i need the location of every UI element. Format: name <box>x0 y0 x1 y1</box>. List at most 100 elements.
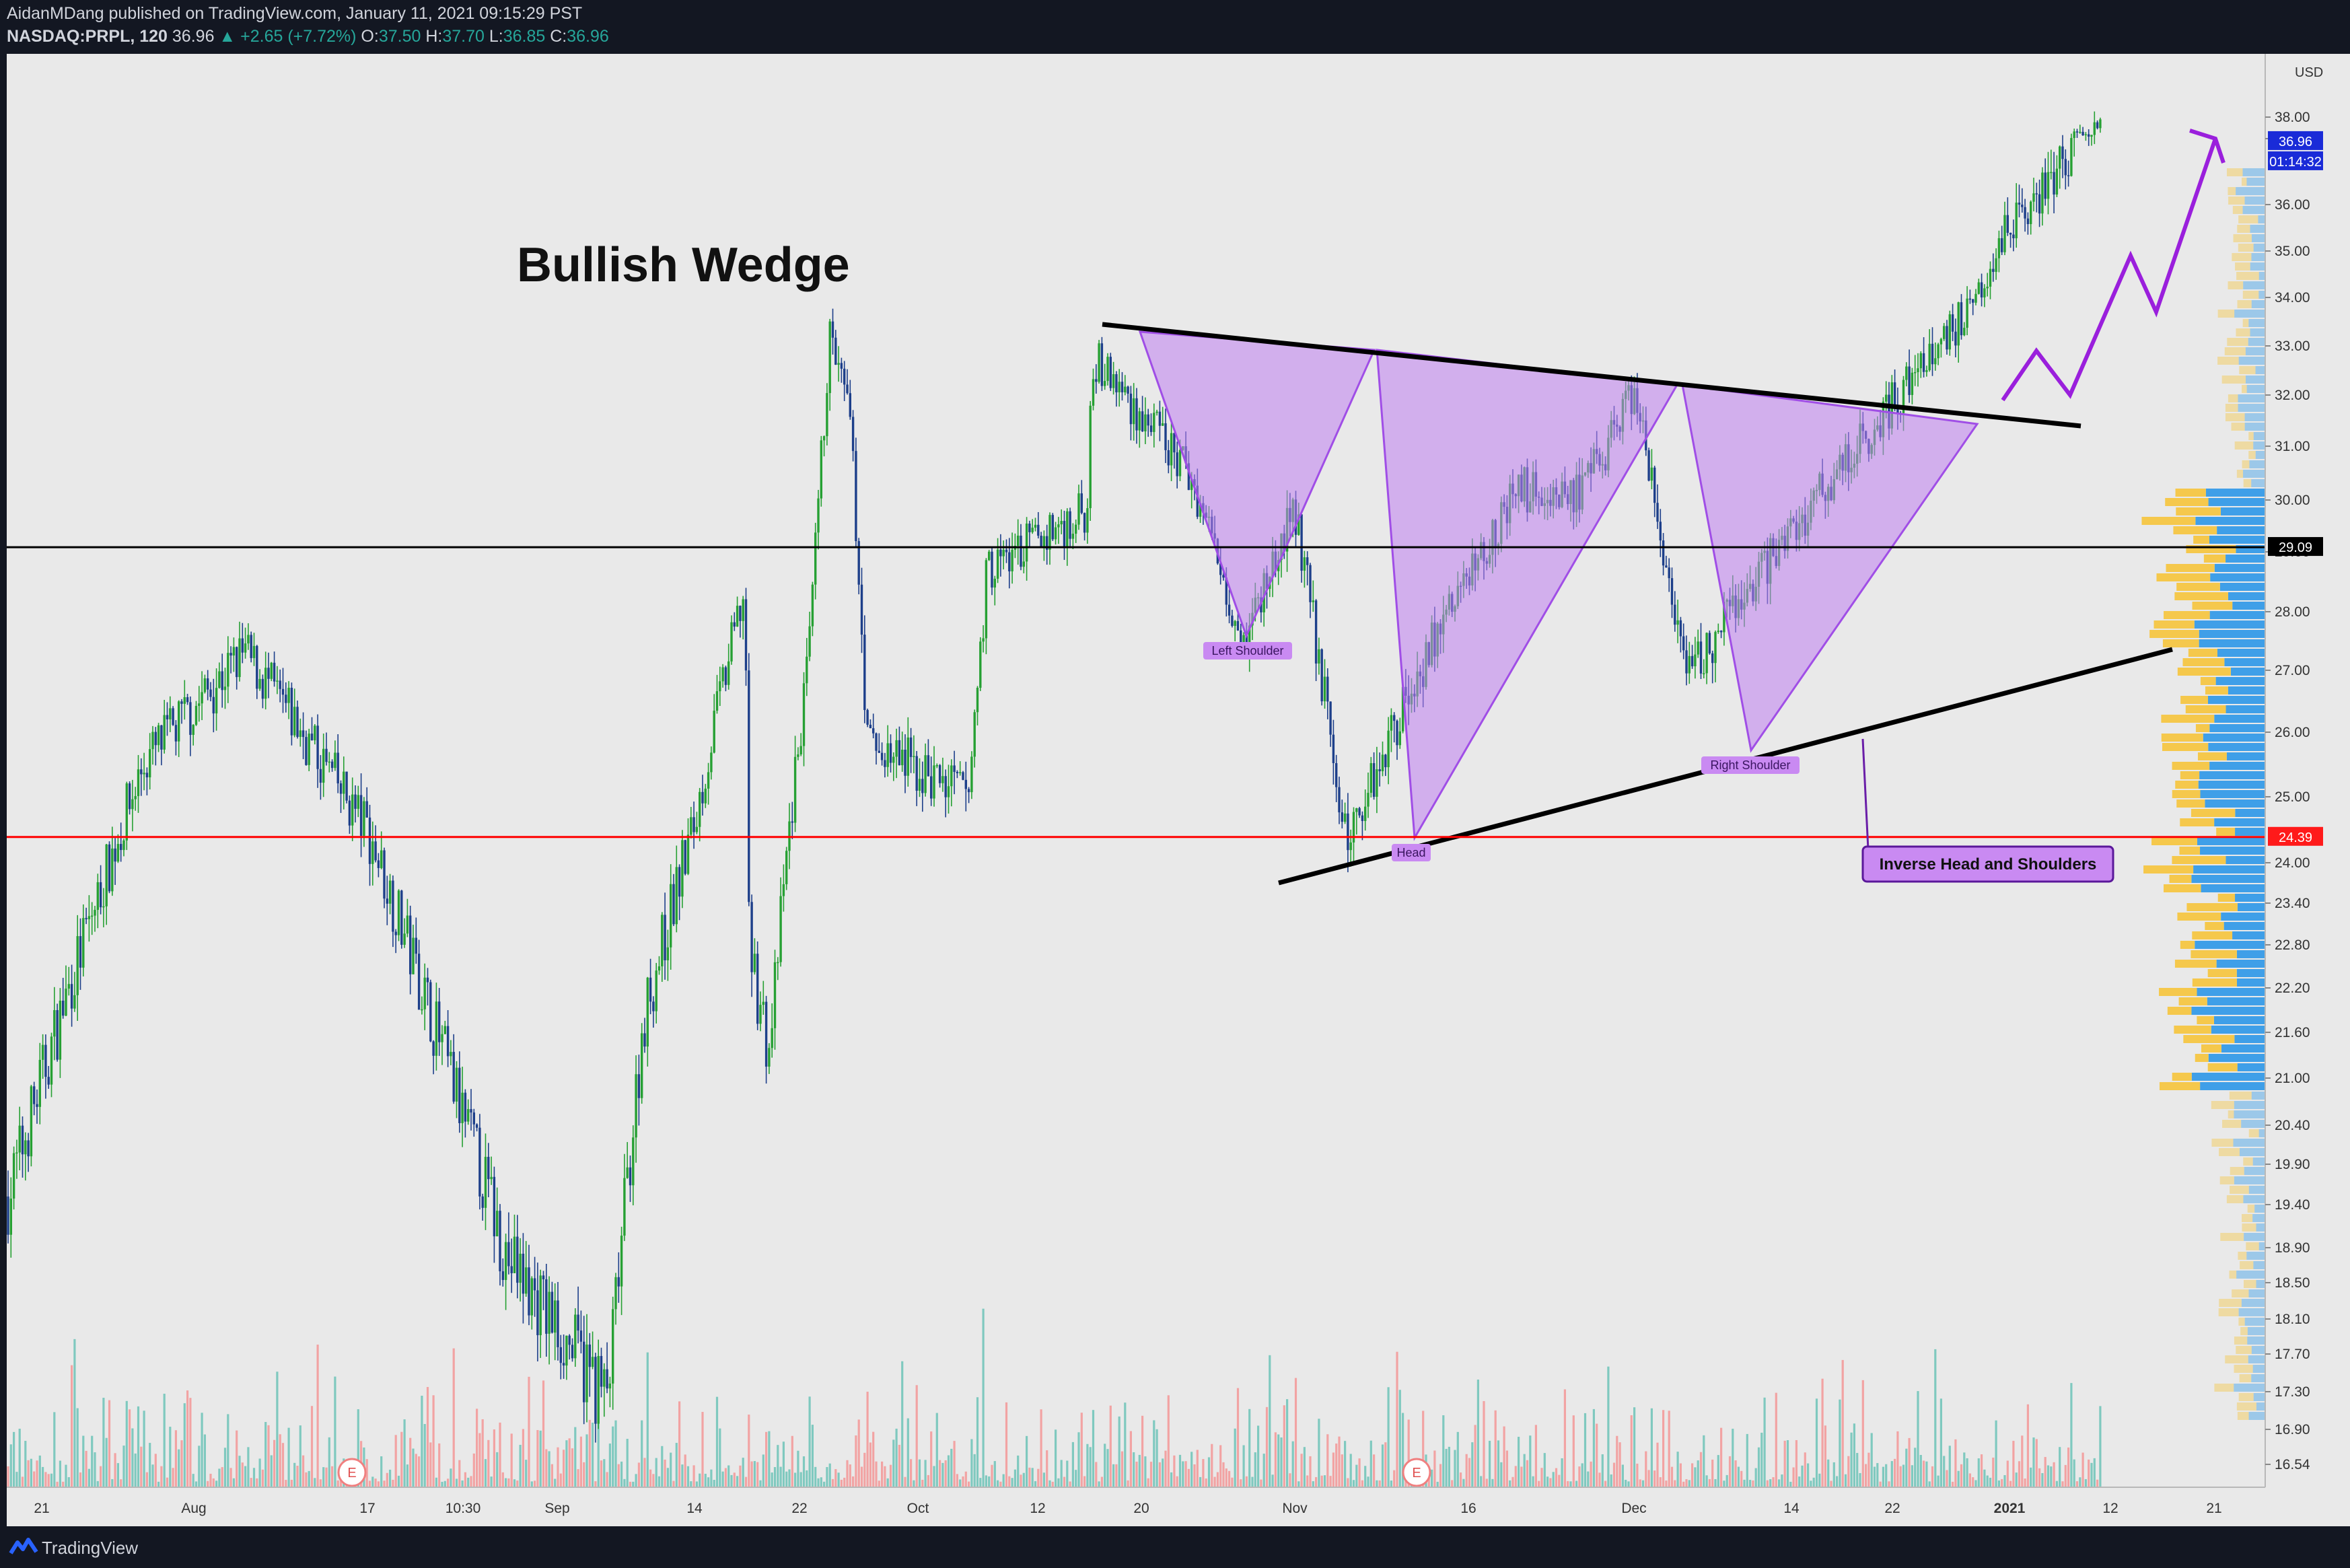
volume-bar <box>2032 1437 2035 1487</box>
volume-bar <box>1344 1441 1347 1487</box>
candle-body <box>1670 578 1674 605</box>
volume-bar <box>849 1464 851 1487</box>
volume-bar <box>664 1459 666 1487</box>
y-tick-label: 21.00 <box>2275 1071 2310 1086</box>
candle-body <box>1662 540 1665 566</box>
volume-profile-bar <box>2180 818 2215 826</box>
volume-bar <box>50 1473 53 1487</box>
volume-profile-bar <box>2200 1082 2265 1090</box>
volume-bar <box>962 1476 964 1487</box>
candle-body <box>797 754 799 757</box>
volume-bar <box>1480 1476 1483 1487</box>
volume-bar <box>383 1481 386 1487</box>
candle-body <box>293 707 296 736</box>
candle-body <box>478 1127 481 1197</box>
volume-profile-bar <box>2219 583 2265 591</box>
candle-body <box>256 645 258 689</box>
y-tick-label: 32.00 <box>2275 388 2310 403</box>
volume-bar <box>1520 1466 1523 1487</box>
symbol-label[interactable]: NASDAQ:PRPL, 120 <box>7 27 168 46</box>
volume-profile-bar <box>2234 1101 2265 1109</box>
volume-bar <box>1286 1399 1289 1487</box>
candle-body <box>232 647 236 656</box>
volume-bar <box>1732 1429 1734 1487</box>
brand-label[interactable]: TradingView <box>42 1538 139 1558</box>
publisher-line: AidanMDang published on TradingView.com,… <box>7 4 583 23</box>
volume-bar <box>1890 1461 1893 1487</box>
volume-bar <box>1818 1473 1821 1487</box>
volume-bar <box>1031 1468 1034 1487</box>
volume-bar <box>594 1481 597 1487</box>
candle-body <box>756 954 759 1024</box>
candle-body <box>686 834 690 874</box>
candle-body <box>895 740 898 757</box>
candle-body <box>608 1383 612 1389</box>
volume-bar <box>1436 1481 1439 1487</box>
candle-body <box>820 440 822 499</box>
volume-profile-bar <box>2227 338 2248 346</box>
x-tick-label: Dec <box>1621 1501 1646 1516</box>
candle-body <box>1957 302 1960 346</box>
candle-body <box>771 1028 773 1048</box>
volume-profile-bar <box>2192 602 2233 610</box>
tradingview-logo-icon[interactable] <box>8 1536 39 1556</box>
volume-profile-bar <box>2236 272 2259 280</box>
volume-bar <box>1821 1378 1824 1487</box>
volume-bar <box>218 1468 221 1487</box>
candle-body <box>201 692 203 704</box>
candle-body <box>85 918 87 919</box>
candle-body <box>913 756 915 758</box>
candle-body <box>1908 366 1911 395</box>
volume-profile-bar <box>2200 847 2265 855</box>
volume-bar <box>579 1436 582 1487</box>
volume-bar <box>18 1429 21 1487</box>
volume-bar <box>178 1449 180 1487</box>
volume-bar <box>744 1476 748 1487</box>
y-tick-label: 22.20 <box>2275 981 2310 996</box>
candle-body <box>371 841 374 864</box>
volume-bar <box>252 1468 256 1487</box>
candle-body <box>744 599 748 671</box>
volume-bar <box>1158 1462 1161 1487</box>
volume-bar <box>403 1419 406 1487</box>
volume-profile-bar <box>2228 1110 2234 1118</box>
volume-bar <box>988 1476 991 1487</box>
volume-bar <box>1069 1481 1071 1487</box>
candle-body <box>1190 479 1193 491</box>
volume-bar <box>918 1459 921 1487</box>
volume-bar <box>1127 1480 1129 1487</box>
candle-body <box>1089 405 1092 509</box>
volume-bar <box>1465 1454 1468 1487</box>
volume-bar <box>24 1441 27 1487</box>
candle-body <box>985 560 988 639</box>
volume-bar <box>194 1481 198 1487</box>
volume-bar <box>1850 1432 1853 1487</box>
volume-bar <box>198 1446 201 1487</box>
volume-bar <box>1260 1479 1262 1487</box>
candle-body <box>343 771 345 794</box>
volume-profile-bar <box>2258 1129 2265 1137</box>
candle-body <box>643 1033 646 1047</box>
volume-bar <box>1587 1471 1590 1487</box>
volume-bar <box>831 1478 834 1487</box>
volume-profile-bar <box>2162 639 2199 647</box>
volume-bar <box>1578 1466 1581 1487</box>
volume-bar <box>2035 1439 2038 1487</box>
volume-bar <box>672 1481 675 1487</box>
candle-body <box>1659 522 1662 541</box>
volume-profile-bar <box>2180 696 2209 704</box>
candle-body <box>76 936 79 995</box>
volume-bar <box>2038 1468 2041 1487</box>
volume-bar <box>719 1428 721 1487</box>
volume-bar <box>1723 1481 1725 1487</box>
last-price: 36.96 <box>172 27 215 46</box>
volume-bar <box>7 1466 9 1487</box>
candle-body <box>2093 122 2096 135</box>
volume-bar <box>2079 1477 2081 1487</box>
candle-body <box>429 982 432 1042</box>
candle-body <box>1318 649 1320 664</box>
volume-bar <box>368 1481 371 1487</box>
candle-body <box>777 962 779 964</box>
volume-profile-bar <box>2256 1223 2265 1232</box>
